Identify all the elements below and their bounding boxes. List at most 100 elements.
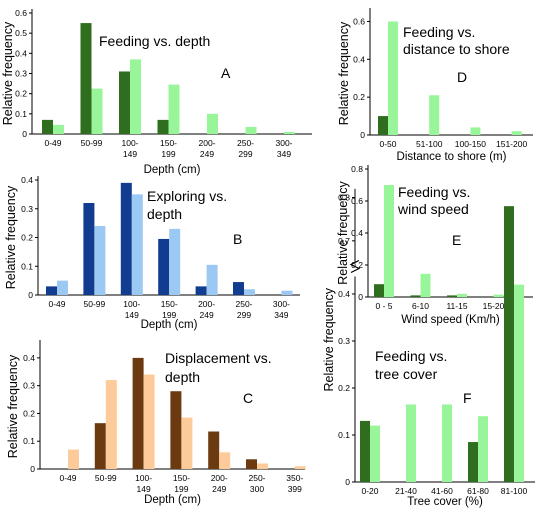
x-tick-label: 300 [250,484,264,494]
y-tick-label: 0.1 [15,109,27,119]
chart-title: Feeding vs. [398,184,470,200]
x-tick-label: 0-50 [379,139,396,149]
x-tick-label: 0-49 [44,138,61,148]
y-tick-label: 0.1 [21,261,33,271]
bar-a-s2-c2 [91,88,103,134]
bar-c-s2-c1 [68,449,79,469]
panel-letter: F [463,390,472,406]
y-axis-label: Relative frequency [4,185,18,289]
bar-a-s2-c4 [168,84,180,134]
y-tick-label: 0.8 [338,193,350,203]
bar-e-s1-c3 [447,295,457,297]
panel-letter: E [452,232,461,248]
chart-c: 0 0.1 0.2 0.3 0.4 0-49 50-99 100-149 150-199 200-… [6,340,306,506]
chart-title: Feeding vs. [403,24,475,40]
x-tick-label: 150- [161,299,178,309]
bar-c-s2-c4 [181,417,193,469]
x-tick-label: 150- [173,473,190,483]
y-axis-label: Relative frequency [6,354,20,458]
x-tick-label: 200- [198,138,215,148]
y-tick-label: 0.2 [15,89,27,99]
chart-title: depth [165,369,200,385]
y-tick-label: 0.2 [338,383,350,393]
y-tick-label: 0.2 [351,260,363,270]
x-tick-label: 299 [237,310,251,320]
y-tick-label: 0.4 [353,54,365,64]
x-axis-label: Depth (cm) [144,494,201,506]
bar-f-s2-c3 [442,404,452,482]
x-tick-label: 21-40 [395,486,417,496]
bar-d-s2-c4 [511,131,522,135]
y-tick-label: 0.3 [15,69,27,79]
bar-a-s2-c5 [207,113,218,134]
y-axis-label: Relative frequency [1,21,15,125]
bar-b-s2-c5 [206,264,218,295]
bar-a-s2-c3 [130,59,141,135]
y-tick-label: 0.5 [15,28,27,38]
bar-c-s2-c5 [219,452,231,469]
x-axis-label: Wind speed (Km/h) [401,314,500,326]
bar-a-s2-c1 [53,124,64,134]
bar-b-s1-c6 [233,282,244,295]
x-tick-label: 149 [125,310,139,320]
bar-c-s1-c3 [132,357,144,469]
bar-f-s1-c4 [468,442,478,482]
chart-title: depth [147,206,182,222]
y-tick-label: 0.3 [23,381,35,391]
x-tick-label: 100- [123,299,140,309]
x-tick-label: 199 [162,310,176,320]
bar-a-s1-c3 [119,71,130,134]
x-tick-label: 349 [277,149,291,159]
chart-d: 0 0.2 0.4 0.6 0-50 51-100 100-150 151-200 Relati… [337,8,533,163]
bar-f-s2-c1 [370,425,380,482]
bar-f-s2-c4 [478,416,488,482]
x-tick-label: 249 [212,484,226,494]
panel-letter: A [221,65,231,81]
y-tick-label: 0.4 [21,175,33,185]
x-axis-label: Depth (cm) [141,319,198,331]
chart-e: 00.20.40.60.80 - 5 6-10 11-15 15-20Relative… [336,164,533,326]
bar-d-s2-c1 [388,21,398,135]
x-tick-label: 100- [121,138,138,148]
bar-e-s1-c1 [374,284,384,297]
bar-b-s1-c3 [120,182,132,295]
bar-d-s1-c1 [378,116,388,135]
bar-c-s2-c2 [105,380,117,469]
x-axis-label: Distance to shore (m) [397,151,507,163]
bar-c-s2-c6 [257,463,268,469]
y-tick-label: 0.6 [353,16,365,26]
bar-e-s1-c2 [410,295,421,297]
x-tick-label: 61-80 [467,486,489,496]
bar-f-s2-c5 [514,284,524,482]
y-axis-label: Relative frequency [322,287,336,391]
bar-e-s2-c2 [420,273,431,297]
bar-b-s2-c4 [169,228,181,295]
x-tick-label: 249 [200,149,214,159]
bar-c-s2-c7 [294,466,306,469]
y-tick-label: 0.2 [353,92,365,102]
y-tick-label: 0.2 [21,233,33,243]
x-tick-label: 41-60 [431,486,453,496]
y-tick-label: 0 [28,290,33,300]
bar-c-s1-c2 [94,423,106,469]
y-tick-label: 0 [358,292,363,302]
x-tick-label: 100-150 [455,139,486,149]
x-tick-label: 149 [123,149,137,159]
y-tick-label: 0 [22,129,27,139]
chart-title: Displacement vs. [165,350,272,366]
y-tick-label: 0 [30,464,35,474]
bar-c-s2-c3 [143,374,155,469]
x-tick-label: 300- [273,299,290,309]
bar-b-s2-c6 [244,289,255,295]
x-tick-label: 100- [135,473,152,483]
chart-title: tree cover [375,366,438,382]
x-tick-label: 150- [160,138,177,148]
x-tick-label: 51-100 [416,139,443,149]
bar-c-s1-c4 [170,391,182,469]
x-tick-label: 151-200 [496,139,527,149]
x-tick-label: 350- [286,473,303,483]
y-tick-label: 0.6 [15,8,27,18]
x-tick-label: 0 - 5 [375,301,392,311]
x-tick-label: 349 [274,310,288,320]
x-tick-label: 50-99 [81,138,103,148]
